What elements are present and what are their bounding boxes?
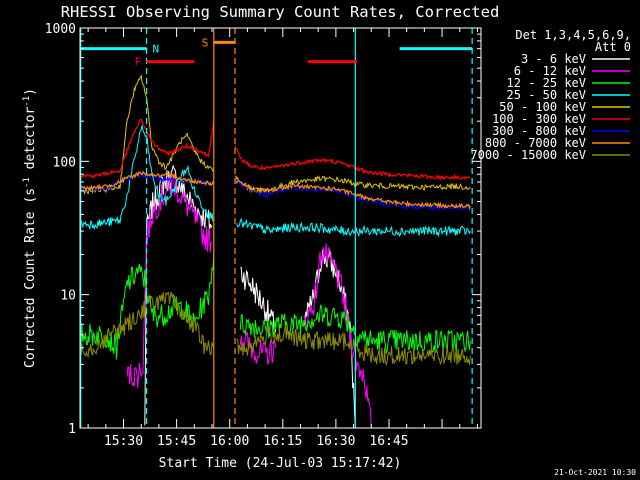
legend-label: 800 - 7000 keV	[485, 136, 586, 150]
legend-label: 300 - 800 keV	[492, 124, 586, 138]
series-line-100-300-kev	[80, 118, 471, 181]
series-line-6-12-kev	[126, 174, 372, 429]
legend-entry-100-300-kev: 100 - 300 keV	[492, 112, 630, 126]
legend-header-line-2: Att 0	[595, 40, 631, 54]
y-axis: 1 10 100 1000	[45, 22, 481, 437]
y-axis-label-mid: detector	[23, 107, 38, 178]
legend-label: 25 - 50 keV	[507, 88, 586, 102]
series-line-7000-15000-kev	[80, 291, 471, 367]
x-tick-label-16-30: 16:30	[316, 434, 355, 449]
series-line-800-7000-kev	[80, 170, 471, 210]
plot-markers-layer: NF S	[80, 28, 473, 428]
saa-marker-label: S	[202, 36, 209, 49]
legend-label: 7000 - 15000 keV	[470, 148, 586, 162]
legend-entry-7000-15000-kev: 7000 - 15000 keV	[470, 148, 630, 162]
series-line-25-50-kev	[80, 125, 471, 238]
x-axis-label: Start Time (24-Jul-03 15:17:42)	[159, 456, 402, 471]
x-tick-label-15-45: 15:45	[157, 434, 196, 449]
y-axis-label: Corrected Count Rate (s-1 detector-1)	[22, 88, 38, 368]
plot-series-layer	[80, 74, 471, 429]
y-tick-label-1: 1	[68, 422, 76, 437]
y-axis-label-main: Corrected Count Rate (s	[23, 188, 38, 368]
legend-label: 50 - 100 keV	[499, 100, 586, 114]
legend-header-line-1: Det 1,3,4,5,6,9,	[515, 28, 631, 42]
night-marker-label: N	[153, 43, 160, 56]
legend-entry-300-800-kev: 300 - 800 keV	[492, 124, 630, 138]
legend-entry-6-12-kev: 6 - 12 keV	[514, 64, 630, 78]
legend-label: 6 - 12 keV	[514, 64, 586, 78]
series-line-300-800-kev	[80, 172, 471, 212]
legend-entry-50-100-kev: 50 - 100 keV	[499, 100, 630, 114]
legend-entry-25-50-kev: 25 - 50 keV	[507, 88, 630, 102]
x-tick-label-15-30: 15:30	[104, 434, 143, 449]
x-tick-label-16-00: 16:00	[210, 434, 249, 449]
legend-entry-3-6-kev: 3 - 6 keV	[521, 52, 630, 66]
x-tick-label-16-45: 16:45	[369, 434, 408, 449]
flare-marker-label: F	[135, 56, 142, 69]
legend-entry-800-7000-kev: 800 - 7000 keV	[485, 136, 630, 150]
x-tick-label-16-15: 16:15	[263, 434, 302, 449]
y-axis-label-exp2: -1	[22, 96, 32, 107]
footer-timestamp: 21-Oct-2021 10:30	[554, 468, 636, 477]
legend-label: 100 - 300 keV	[492, 112, 586, 126]
y-tick-label-10: 10	[60, 289, 76, 304]
chart-title: RHESSI Observing Summary Count Rates, Co…	[61, 3, 500, 21]
y-axis-label-end: )	[23, 88, 38, 96]
y-tick-label-100: 100	[53, 155, 76, 170]
legend-label: 3 - 6 keV	[521, 52, 586, 66]
y-tick-label-1000: 1000	[45, 22, 76, 37]
plot-frame	[79, 27, 482, 429]
x-axis: 15:30 15:45 16:00 16:15 16:30 16:45	[87, 28, 478, 449]
legend-label: 12 - 25 keV	[507, 76, 586, 90]
legend-entry-12-25-kev: 12 - 25 keV	[507, 76, 630, 90]
y-axis-label-exp1: -1	[22, 177, 32, 188]
